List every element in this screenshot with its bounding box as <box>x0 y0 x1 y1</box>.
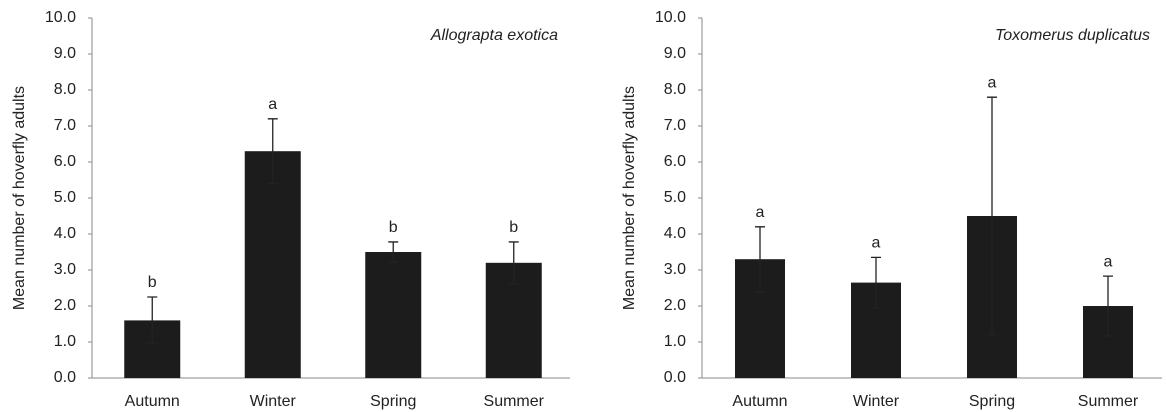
error-bar <box>388 241 399 263</box>
error-bar <box>1103 275 1113 337</box>
bar <box>244 151 301 378</box>
y-tick-label: 6.0 <box>54 153 76 170</box>
error-bar <box>267 118 278 185</box>
y-tick-label: 6.0 <box>664 153 686 170</box>
y-tick-label: 0.0 <box>54 369 76 386</box>
significance-letter: a <box>988 74 997 91</box>
error-bar <box>147 296 158 345</box>
x-tick-label: Autumn <box>125 393 180 410</box>
y-tick-label: 1.0 <box>54 333 76 350</box>
y-tick-label: 10.0 <box>45 9 76 26</box>
y-tick-label: 10.0 <box>655 9 686 26</box>
y-tick-label: 9.0 <box>664 45 686 62</box>
y-tick-label: 8.0 <box>664 81 686 98</box>
significance-letter: a <box>268 96 277 113</box>
significance-letter: b <box>509 219 518 236</box>
x-tick-label: Spring <box>969 393 1015 410</box>
y-tick-label: 0.0 <box>664 369 686 386</box>
y-tick-label: 7.0 <box>54 117 76 134</box>
y-tick-label: 1.0 <box>664 333 686 350</box>
y-tick-label: 7.0 <box>664 117 686 134</box>
y-tick-label: 5.0 <box>664 189 686 206</box>
significance-letter: a <box>756 204 765 221</box>
y-tick-label: 4.0 <box>664 225 686 242</box>
error-bar <box>987 96 997 336</box>
x-tick-label: Autumn <box>732 393 787 410</box>
x-tick-label: Summer <box>484 393 545 410</box>
significance-letter: a <box>872 235 881 252</box>
x-tick-label: Summer <box>1078 393 1139 410</box>
x-tick-label: Spring <box>370 393 416 410</box>
significance-letter: b <box>389 219 398 236</box>
error-bar <box>508 241 519 285</box>
chart-title: Allograpta exotica <box>430 27 558 44</box>
y-tick-label: 2.0 <box>54 297 76 314</box>
y-tick-label: 4.0 <box>54 225 76 242</box>
y-axis-label: Mean number of hoverfly adults <box>621 86 638 310</box>
chart-title: Toxomerus duplicatus <box>995 27 1150 44</box>
x-tick-label: Winter <box>250 393 297 410</box>
significance-letter: a <box>1104 253 1113 270</box>
error-bar <box>755 226 765 293</box>
x-tick-label: Winter <box>853 393 900 410</box>
y-axis-label: Mean number of hoverfly adults <box>11 86 28 310</box>
y-tick-label: 5.0 <box>54 189 76 206</box>
error-bar <box>871 256 881 309</box>
significance-letter: b <box>148 274 157 291</box>
y-tick-label: 8.0 <box>54 81 76 98</box>
y-tick-label: 3.0 <box>54 261 76 278</box>
y-tick-label: 9.0 <box>54 45 76 62</box>
bar <box>365 252 422 378</box>
y-tick-label: 2.0 <box>664 297 686 314</box>
y-tick-label: 3.0 <box>664 261 686 278</box>
